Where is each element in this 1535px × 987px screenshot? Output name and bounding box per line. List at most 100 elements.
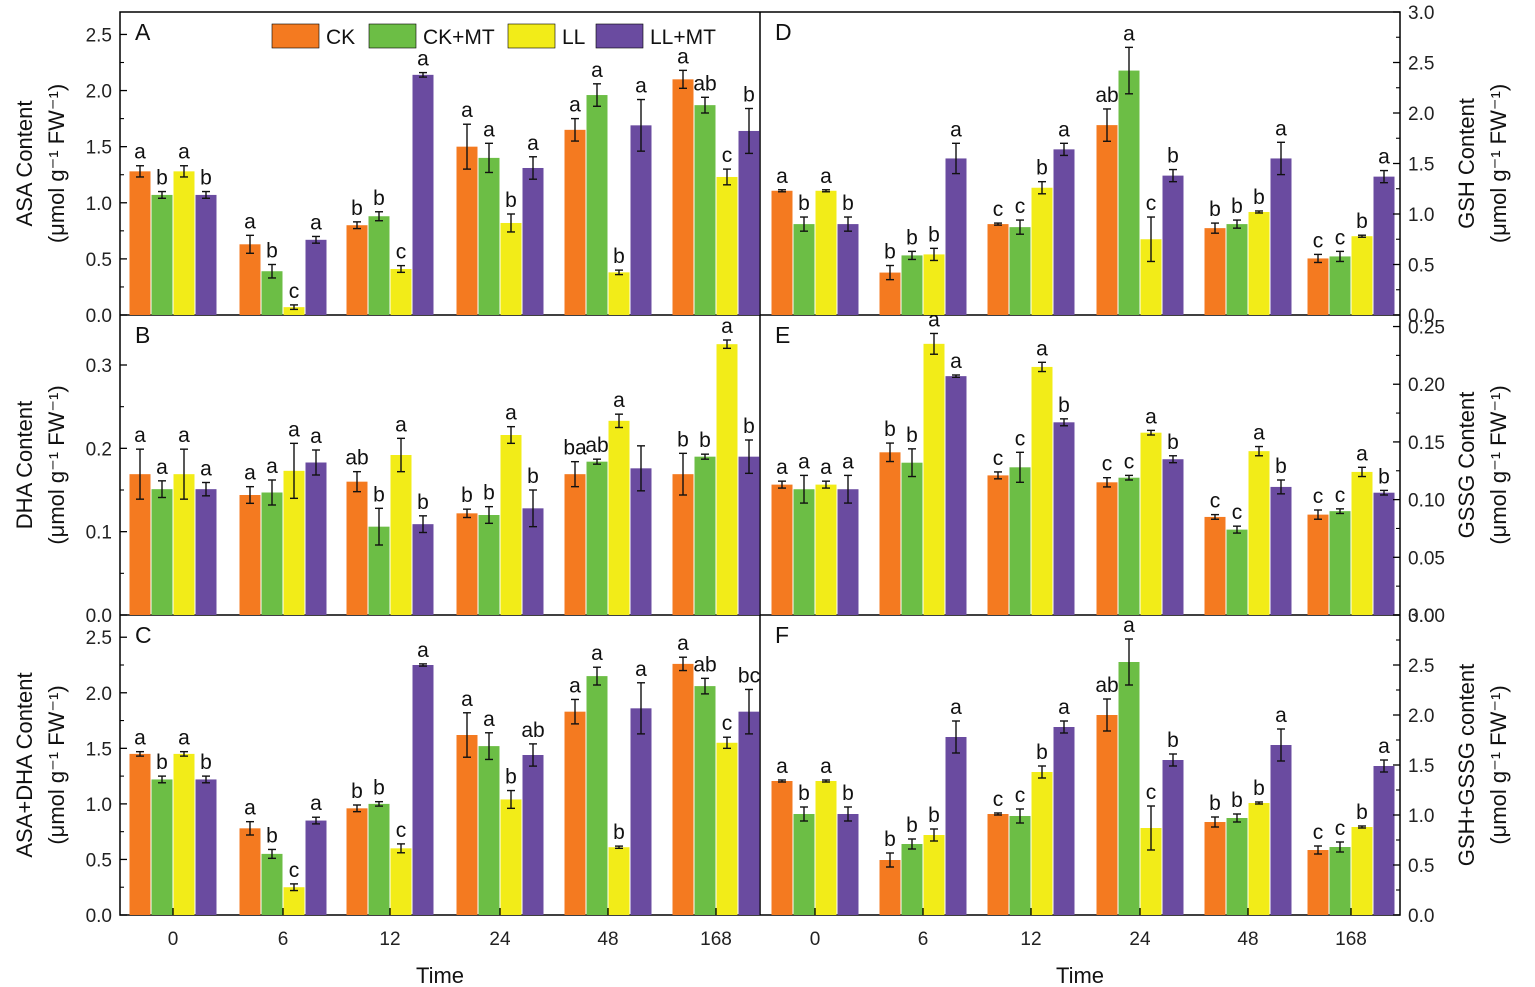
significance-label: a xyxy=(395,413,407,436)
significance-label: ab xyxy=(345,447,368,470)
bar-ll-plus-mt xyxy=(412,665,434,915)
y-axis-title: GSSG Content xyxy=(1454,392,1479,539)
significance-label: a xyxy=(178,727,190,750)
significance-label: a xyxy=(820,456,832,479)
significance-label: a xyxy=(1356,442,1368,465)
significance-label: b xyxy=(906,226,918,249)
significance-label: c xyxy=(1015,784,1026,807)
bar-ck-plus-mt xyxy=(901,462,923,615)
bar-ll-plus-mt xyxy=(945,158,967,315)
y-axis-unit: (μmol g⁻¹ FW⁻¹) xyxy=(1486,385,1511,544)
y-tick-label: 2.0 xyxy=(86,684,112,705)
significance-label: a xyxy=(178,141,190,164)
bar-ll-plus-mt xyxy=(1053,149,1075,315)
y-tick-label: 0.3 xyxy=(86,356,112,377)
bar-ck xyxy=(987,475,1009,615)
bar-ll xyxy=(815,484,837,615)
bar-ck xyxy=(564,711,586,915)
y-tick-label: 1.0 xyxy=(1408,205,1434,226)
panel-letter-f: F xyxy=(775,622,789,648)
bar-ck xyxy=(456,735,478,915)
bar-ll xyxy=(923,254,945,315)
significance-label: c xyxy=(1146,192,1157,215)
bar-ck-plus-mt xyxy=(901,255,923,315)
significance-label: b xyxy=(798,782,810,805)
significance-label: c xyxy=(289,280,300,303)
bar-ll xyxy=(283,887,305,915)
bar-ck-plus-mt xyxy=(368,216,390,315)
significance-label: a xyxy=(635,75,647,98)
panel-letter-a: A xyxy=(135,19,151,45)
bar-ck-plus-mt xyxy=(151,194,173,315)
bar-ll-plus-mt xyxy=(1270,745,1292,915)
bar-ll-plus-mt xyxy=(945,376,967,615)
bar-ll-plus-mt xyxy=(305,239,327,315)
significance-label: a xyxy=(156,456,168,479)
significance-label: a xyxy=(613,389,625,412)
significance-label: a xyxy=(178,424,190,447)
significance-label: a xyxy=(266,455,278,478)
bar-ck xyxy=(456,146,478,315)
bar-ll xyxy=(608,847,630,915)
significance-label: ab xyxy=(585,434,608,457)
significance-label: b xyxy=(906,424,918,447)
bar-ck xyxy=(1096,715,1118,915)
bar-ck-plus-mt xyxy=(368,803,390,915)
panel-frames xyxy=(119,11,1401,916)
significance-label: c xyxy=(993,198,1004,221)
significance-label: a xyxy=(820,165,832,188)
significance-label: a xyxy=(569,94,581,117)
significance-label: b xyxy=(842,782,854,805)
significance-label: ab xyxy=(521,719,544,742)
bar-ck xyxy=(239,828,261,915)
significance-label: b xyxy=(527,465,539,488)
bar-ll xyxy=(1248,451,1270,615)
y-tick-label: 0.15 xyxy=(1408,433,1445,454)
bar-ll xyxy=(608,420,630,615)
significance-label: b xyxy=(1275,455,1287,478)
significance-label: b xyxy=(613,245,625,268)
y-axis-title: GSH+GSSG content xyxy=(1454,664,1479,866)
bar-ll-plus-mt xyxy=(837,489,859,615)
significance-label: a xyxy=(950,696,962,719)
significance-label: a xyxy=(417,48,429,71)
significance-label: b xyxy=(1231,789,1243,812)
bar-ll-plus-mt xyxy=(195,779,217,915)
significance-label: a xyxy=(461,99,473,122)
y-tick-label: 2.0 xyxy=(86,82,112,103)
significance-label: b xyxy=(351,197,363,220)
bar-ck xyxy=(564,129,586,315)
bar-ck xyxy=(456,513,478,615)
significance-label: a xyxy=(134,424,146,447)
significance-label: b xyxy=(798,192,810,215)
significance-label: a xyxy=(721,315,733,338)
bar-ck xyxy=(1204,822,1226,915)
significance-label: a xyxy=(134,141,146,164)
significance-label: a xyxy=(776,755,788,778)
bar-ck-plus-mt xyxy=(586,461,608,615)
bar-ck xyxy=(1096,482,1118,615)
significance-label: a xyxy=(677,45,689,68)
x-tick-label: 12 xyxy=(379,929,400,950)
bar-ck xyxy=(672,663,694,915)
bar-ll-plus-mt xyxy=(1162,175,1184,315)
bar-ll xyxy=(173,171,195,315)
legend: CK CK+MT LL LL+MT xyxy=(271,23,716,49)
significance-label: b xyxy=(156,167,168,190)
bar-ck-plus-mt xyxy=(1009,467,1031,615)
x-tick-label: 0 xyxy=(810,929,821,950)
legend-label: CK xyxy=(326,26,355,49)
bar-ll xyxy=(1140,239,1162,315)
significance-label: a xyxy=(569,674,581,697)
significance-label: b xyxy=(461,484,473,507)
bar-ll xyxy=(1140,432,1162,615)
bar-ck-plus-mt xyxy=(586,676,608,915)
panel-letter-e: E xyxy=(775,322,790,348)
bar-ll-plus-mt xyxy=(412,74,434,315)
significance-label: a xyxy=(591,642,603,665)
bar-ck-plus-mt xyxy=(478,157,500,315)
x-axis-title-right: Time xyxy=(1056,963,1104,987)
bar-ll-plus-mt xyxy=(837,224,859,315)
significance-label: b xyxy=(373,483,385,506)
significance-label: c xyxy=(1313,229,1324,252)
